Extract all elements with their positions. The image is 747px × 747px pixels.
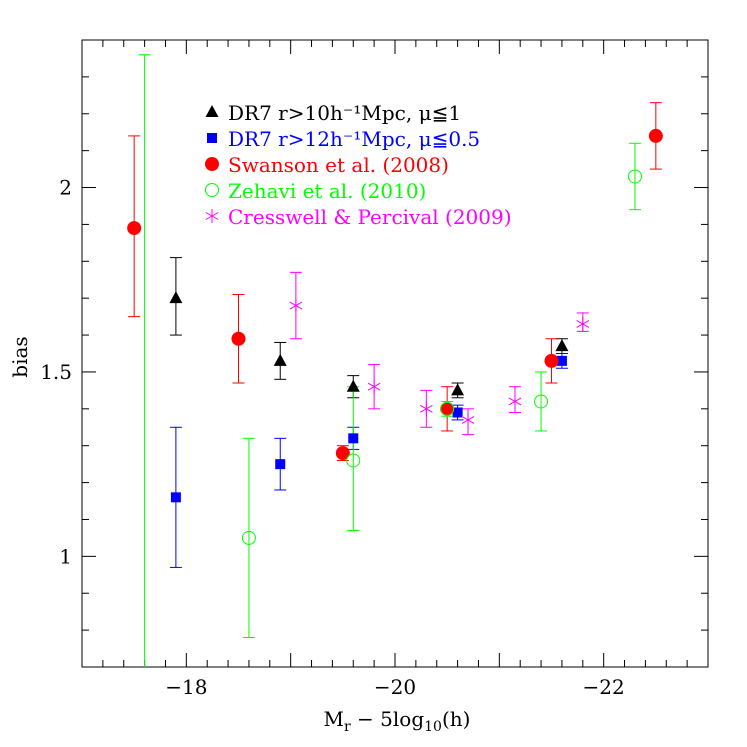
triangle-marker [273, 353, 287, 366]
filled-circle-marker [648, 128, 663, 143]
filled-circle-marker [205, 157, 219, 171]
triangle-marker [205, 105, 219, 117]
triangle-marker [346, 379, 360, 392]
triangle-marker [451, 383, 465, 396]
square-marker [207, 133, 217, 143]
filled-circle-marker [440, 401, 455, 416]
legend-label: Cresswell & Percival (2009) [228, 205, 512, 229]
asterisk-marker [289, 298, 303, 313]
y-tick-label: 1.5 [40, 360, 72, 384]
asterisk-marker [576, 316, 590, 331]
square-marker [170, 492, 181, 503]
x-tick-label: −18 [165, 675, 207, 699]
open-circle-marker [346, 453, 361, 468]
open-circle-marker [440, 401, 455, 416]
triangle-marker [555, 339, 569, 352]
open-circle-marker [241, 530, 256, 545]
x-tick-label: −22 [583, 675, 625, 699]
y-axis-label: bias [8, 336, 32, 377]
y-tick-label: 2 [59, 176, 72, 200]
legend-label: DR7 r>10h⁻¹Mpc, μ≦1 [228, 101, 461, 125]
asterisk-stroke [289, 301, 303, 310]
data-markers [127, 128, 663, 545]
asterisk-marker [205, 209, 219, 223]
asterisk-marker [461, 412, 475, 427]
filled-circle-marker [127, 221, 142, 236]
asterisk-stroke [419, 404, 433, 413]
axis-ticks [81, 39, 709, 668]
tick-labels: −18 −20 −22 1 1.5 2 [40, 176, 625, 699]
open-circle-marker [534, 394, 549, 409]
filled-circle-marker [544, 353, 559, 368]
y-tick-label: 1 [59, 544, 72, 568]
square-marker [556, 355, 567, 366]
filled-circle-marker [335, 446, 350, 461]
error-bars [128, 54, 662, 667]
x-axis-label: Mr − 5log10(h) [324, 707, 471, 735]
asterisk-stroke [461, 415, 475, 424]
legend-label: Zehavi et al. (2010) [228, 179, 426, 203]
square-marker [275, 459, 286, 470]
x-tick-label: −20 [374, 675, 416, 699]
asterisk-marker [367, 379, 381, 394]
asterisk-stroke [367, 382, 381, 391]
filled-circle-marker [231, 331, 246, 346]
square-marker [348, 433, 359, 444]
asterisk-stroke [205, 212, 219, 220]
square-marker [452, 407, 463, 418]
legend-label: Swanson et al. (2008) [228, 153, 449, 177]
asterisk-stroke [508, 397, 522, 406]
asterisk-marker [419, 401, 433, 416]
asterisk-stroke [576, 320, 590, 328]
open-circle-marker [627, 169, 642, 184]
asterisk-marker [508, 394, 522, 409]
legend-label: DR7 r>12h⁻¹Mpc, μ≦0.5 [228, 127, 480, 151]
triangle-marker [169, 291, 183, 304]
open-circle-marker [205, 183, 219, 197]
